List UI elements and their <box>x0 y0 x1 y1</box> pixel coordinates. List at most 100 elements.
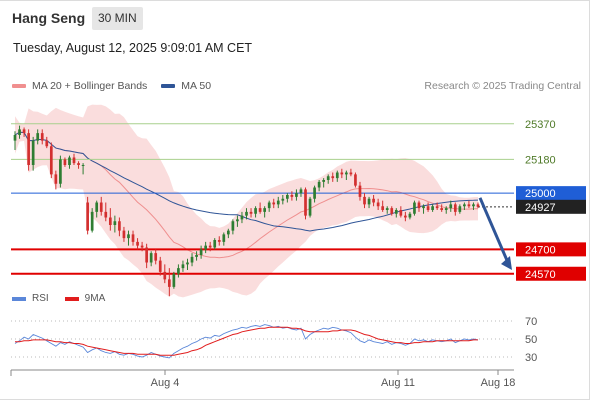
candle <box>213 238 217 250</box>
candle <box>131 230 135 246</box>
candle <box>118 217 121 237</box>
candle-body <box>245 211 248 216</box>
candle <box>208 241 212 252</box>
candle-body <box>385 208 389 210</box>
candle-body <box>13 135 17 141</box>
candle <box>72 153 76 165</box>
candle-body <box>172 273 176 287</box>
candle <box>345 170 348 180</box>
candle <box>358 181 362 201</box>
candle <box>136 238 139 250</box>
candle <box>226 228 230 239</box>
candle-body <box>40 133 44 141</box>
candle-body <box>226 230 230 235</box>
level-label-24570: 24570 <box>525 269 556 281</box>
candle-body <box>158 260 162 272</box>
candle-body <box>145 247 148 263</box>
level-tag-25000 <box>516 186 586 201</box>
candle-body <box>72 157 76 164</box>
candle-body <box>472 204 475 207</box>
candle <box>254 206 257 218</box>
candle <box>331 172 335 182</box>
candle <box>317 180 321 192</box>
candle <box>426 202 430 212</box>
candle-body <box>363 196 366 205</box>
legend-label-ma50: MA 50 <box>181 80 212 92</box>
legend-label-9ma: 9MA <box>84 293 106 304</box>
candle-body <box>118 221 121 231</box>
candle <box>113 215 117 233</box>
candle <box>326 174 330 184</box>
candle-body <box>122 230 126 239</box>
candle <box>404 211 407 222</box>
candle-body <box>154 253 158 261</box>
candle <box>63 157 67 167</box>
candle-body <box>254 208 257 214</box>
legend-item-rsi: RSI <box>12 293 49 304</box>
candle-body <box>127 234 130 239</box>
candle-body <box>295 193 298 197</box>
candle <box>68 155 71 169</box>
rsi-level-label-50: 50 <box>525 334 537 346</box>
candle <box>154 249 158 265</box>
level-tag-24700 <box>516 242 586 257</box>
candle-body <box>326 176 330 180</box>
last-price-label: 24927 <box>525 202 556 214</box>
candle <box>322 178 326 188</box>
interval-badge[interactable]: 30 MIN <box>92 7 143 30</box>
candle-body <box>276 200 280 205</box>
bollinger-swatch <box>12 84 26 88</box>
candle <box>81 163 85 175</box>
candle-body <box>208 245 212 248</box>
candle <box>286 193 289 203</box>
candle <box>158 256 162 276</box>
candle-body <box>431 206 434 210</box>
candle-body <box>313 187 316 199</box>
candle <box>31 136 35 171</box>
candle <box>263 206 267 218</box>
candle <box>258 202 262 214</box>
candle <box>167 268 171 297</box>
candle <box>108 208 112 231</box>
candle-body <box>426 206 430 210</box>
candle <box>199 245 203 259</box>
candle-body <box>104 211 108 218</box>
candle <box>18 125 21 139</box>
candle-body <box>453 204 457 212</box>
candle <box>122 226 126 242</box>
level-label-24700: 24700 <box>525 244 556 256</box>
candle-body <box>186 262 189 265</box>
candle-body <box>231 221 235 231</box>
candle <box>267 200 271 212</box>
candle-body <box>258 208 262 212</box>
candle-body <box>376 202 380 207</box>
candle-body <box>354 174 357 186</box>
candle <box>290 191 294 201</box>
candle <box>431 204 434 212</box>
forecast-arrow-shaft <box>478 197 511 266</box>
candle-body <box>18 129 21 135</box>
candle-body <box>190 256 194 263</box>
candle <box>308 196 312 218</box>
candle-body <box>81 165 85 166</box>
x-tick-label: Aug 11 <box>381 377 415 389</box>
x-tick-label: Aug 18 <box>481 377 516 389</box>
candle <box>186 258 189 270</box>
candle-body <box>308 198 312 216</box>
x-tick-label: Aug 4 <box>151 377 180 389</box>
candle <box>295 189 298 201</box>
candle <box>385 206 389 214</box>
candle <box>149 251 153 267</box>
candle <box>217 236 221 246</box>
candle <box>181 260 185 272</box>
candle-body <box>335 172 339 179</box>
candle <box>422 204 425 214</box>
candle <box>163 264 167 284</box>
candle-body <box>286 195 289 199</box>
candle <box>177 264 180 278</box>
candle <box>463 202 466 210</box>
level-label-25000: 25000 <box>525 188 556 200</box>
candle-body <box>272 202 276 205</box>
candle-body <box>417 202 421 209</box>
